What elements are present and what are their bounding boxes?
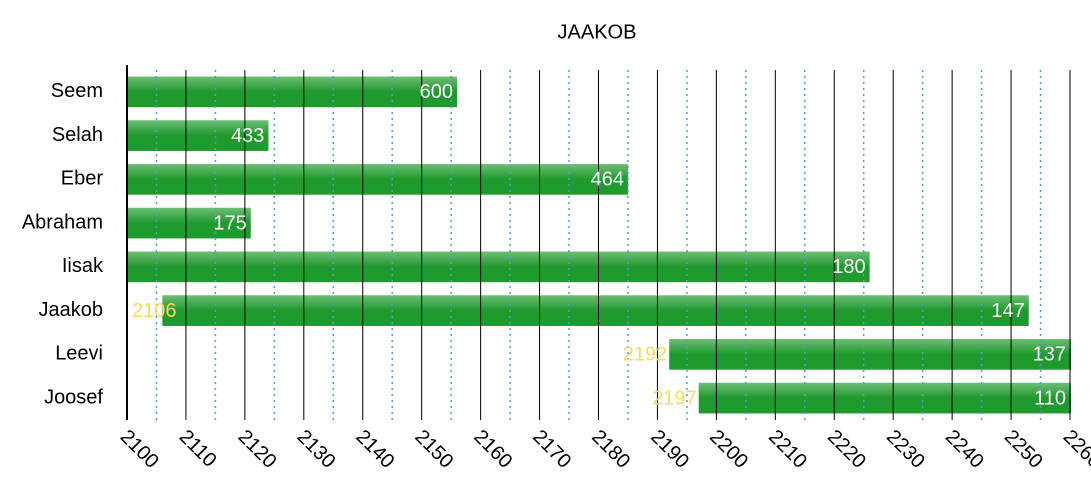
chart-title: JAAKOB — [558, 21, 637, 43]
x-tick-label: 2100 — [116, 426, 163, 473]
x-tick-label: 2160 — [469, 426, 516, 473]
y-tick-label: Selah — [52, 124, 103, 146]
bar-shine — [127, 76, 458, 92]
y-tick-label: Eber — [61, 168, 104, 190]
value-label: 600 — [420, 81, 453, 103]
y-tick-label: Jaakob — [39, 299, 104, 321]
start-label: 2197 — [652, 387, 697, 409]
x-tick-label: 2210 — [764, 426, 811, 473]
value-label: 175 — [213, 212, 246, 234]
value-label: 137 — [1033, 344, 1066, 366]
x-tick-label: 2240 — [941, 426, 988, 473]
x-tick-label: 2220 — [823, 426, 870, 473]
bar-shine — [127, 164, 628, 180]
bar-shine — [669, 339, 1071, 355]
x-tick-label: 2170 — [528, 426, 575, 473]
bar-shine — [127, 207, 251, 224]
y-tick-label: Abraham — [22, 211, 103, 233]
y-tick-label: Seem — [51, 80, 103, 102]
x-tick-label: 2260 — [1059, 426, 1091, 473]
x-tick-label: 2150 — [410, 426, 457, 473]
x-tick-label: 2200 — [705, 426, 752, 473]
x-tick-label: 2230 — [882, 426, 929, 473]
x-tick-label: 2120 — [234, 426, 281, 473]
value-label: 147 — [991, 300, 1024, 322]
value-label: 433 — [231, 125, 264, 147]
x-tick-label: 2140 — [351, 426, 398, 473]
start-label: 2192 — [623, 344, 668, 366]
bar-shine — [698, 382, 1071, 399]
x-tick-label: 2180 — [587, 426, 634, 473]
start-label: 2106 — [132, 300, 177, 322]
bar-shine — [127, 120, 269, 136]
x-tick-label: 2190 — [646, 426, 693, 473]
bar-shine — [162, 295, 1029, 311]
plot-area — [127, 76, 1071, 414]
y-tick-label: Leevi — [55, 343, 103, 365]
x-tick-label: 2250 — [1000, 426, 1047, 473]
value-label: 464 — [591, 169, 624, 191]
y-tick-label: Joosef — [44, 386, 103, 408]
y-tick-label: Iisak — [62, 255, 104, 277]
value-label: 180 — [832, 256, 865, 278]
x-tick-label: 2130 — [293, 426, 340, 473]
bar-shine — [127, 251, 870, 267]
value-label: 110 — [1034, 387, 1066, 409]
x-tick-label: 2110 — [175, 426, 221, 472]
